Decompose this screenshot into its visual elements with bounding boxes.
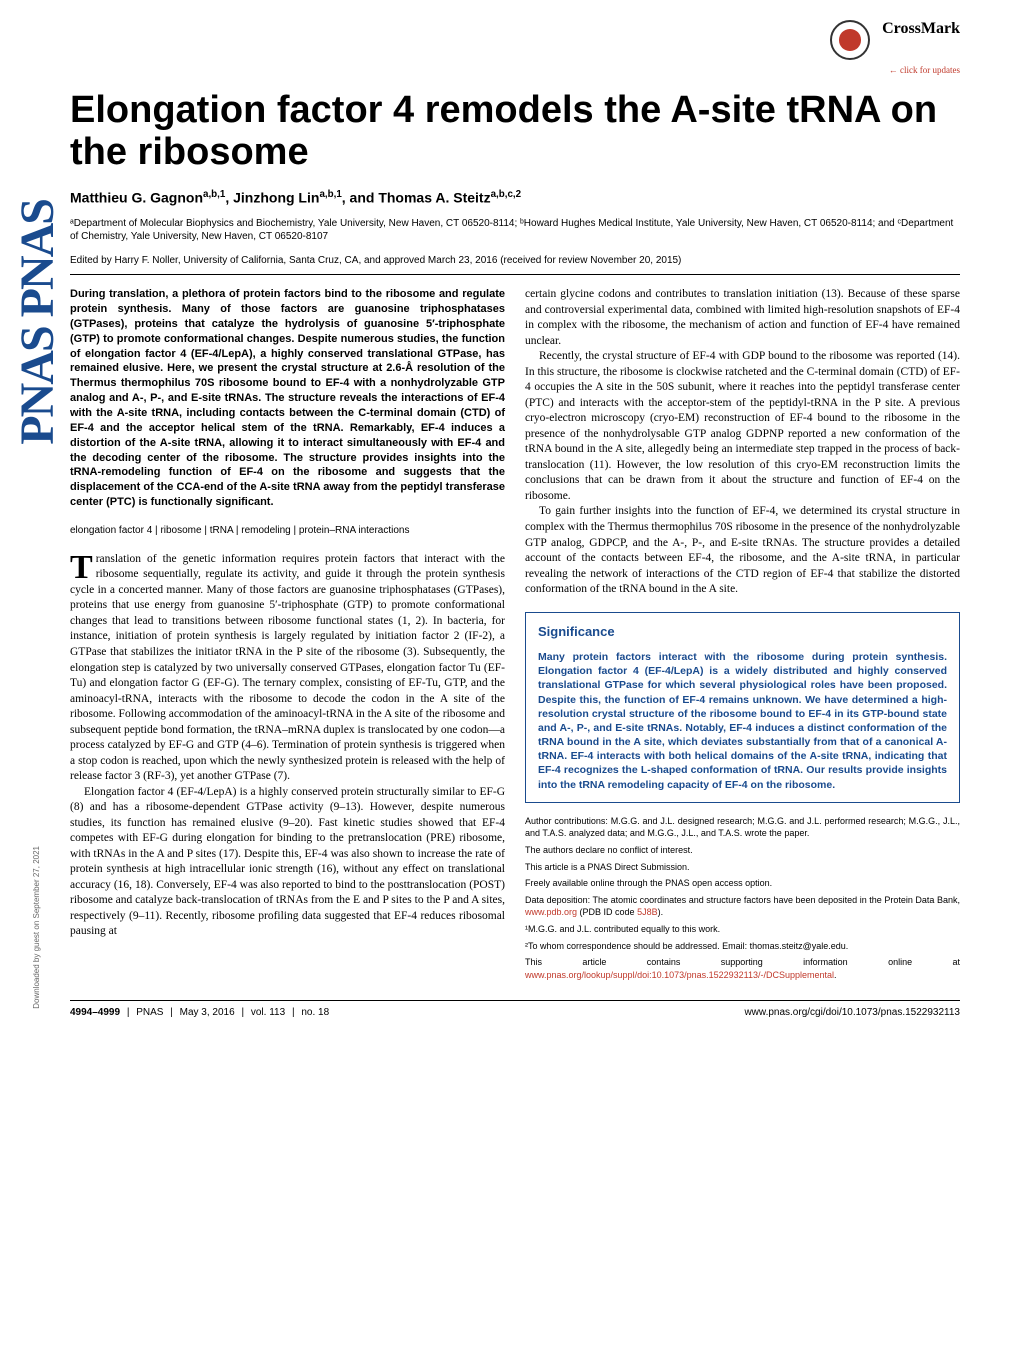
footer-date: May 3, 2016 [180, 1007, 235, 1018]
footnote-conflict: The authors declare no conflict of inter… [525, 844, 960, 857]
footnote-submission: This article is a PNAS Direct Submission… [525, 861, 960, 874]
article-title: Elongation factor 4 remodels the A-site … [70, 90, 960, 174]
footnote-equal: ¹M.G.G. and J.L. contributed equally to … [525, 923, 960, 936]
body-paragraph-5: To gain further insights into the functi… [525, 504, 960, 597]
body-paragraph-3: certain glycine codons and contributes t… [525, 287, 960, 349]
keyword-item: elongation factor 4 [70, 525, 160, 536]
footnote-contributions: Author contributions: M.G.G. and J.L. de… [525, 815, 960, 840]
keyword-item: tRNA [210, 525, 242, 536]
crossmark-icon [830, 20, 870, 60]
article-authors: Matthieu G. Gagnona,b,1, Jinzhong Lina,b… [70, 189, 960, 206]
keyword-item: remodeling [241, 525, 299, 536]
pnas-vertical-logo: PNAS PNAS [10, 200, 65, 445]
footer-journal: PNAS [136, 1007, 163, 1018]
footer-issue: no. 18 [301, 1007, 329, 1018]
pdb-code-link[interactable]: 5J8B [637, 907, 658, 917]
keyword-item: protein–RNA interactions [299, 525, 410, 536]
footer-doi[interactable]: www.pnas.org/cgi/doi/10.1073/pnas.152293… [744, 1007, 960, 1018]
left-column: During translation, a plethora of protei… [70, 287, 505, 985]
right-column: certain glycine codons and contributes t… [525, 287, 960, 985]
keyword-item: ribosome [160, 525, 209, 536]
pdb-link[interactable]: www.pdb.org [525, 907, 577, 917]
keywords-list: elongation factor 4ribosometRNAremodelin… [70, 524, 505, 538]
footer-pages: 4994–4999 [70, 1007, 120, 1018]
body-paragraph-1: Translation of the genetic information r… [70, 552, 505, 785]
page-footer: 4994–4999 | PNAS | May 3, 2016 | vol. 11… [70, 1000, 960, 1018]
significance-box: Significance Many protein factors intera… [525, 612, 960, 803]
dropcap-letter: T [70, 552, 96, 583]
footer-left: 4994–4999 | PNAS | May 3, 2016 | vol. 11… [70, 1007, 333, 1018]
edited-by-line: Edited by Harry F. Noller, University of… [70, 255, 960, 275]
footer-volume: vol. 113 [251, 1007, 285, 1018]
crossmark-badge[interactable]: CrossMark ← click for updates [830, 20, 960, 75]
footnote-deposition: Data deposition: The atomic coordinates … [525, 894, 960, 919]
footnote-correspondence: ²To whom correspondence should be addres… [525, 940, 960, 953]
article-columns: During translation, a plethora of protei… [70, 287, 960, 985]
crossmark-label: CrossMark [882, 20, 960, 37]
footnotes-block: Author contributions: M.G.G. and J.L. de… [525, 815, 960, 982]
crossmark-subtitle: ← click for updates [830, 65, 960, 75]
footnote-openaccess: Freely available online through the PNAS… [525, 877, 960, 890]
footnote-supporting: This article contains supporting informa… [525, 956, 960, 981]
article-affiliations: ᵃDepartment of Molecular Biophysics and … [70, 217, 960, 243]
body-paragraph-4: Recently, the crystal structure of EF-4 … [525, 349, 960, 504]
significance-title: Significance [538, 623, 947, 641]
abstract-text: During translation, a plethora of protei… [70, 287, 505, 510]
download-timestamp: Downloaded by guest on September 27, 202… [32, 846, 41, 1009]
supporting-link[interactable]: www.pnas.org/lookup/suppl/doi:10.1073/pn… [525, 970, 834, 980]
significance-body: Many protein factors interact with the r… [538, 650, 947, 792]
body-paragraph-2: Elongation factor 4 (EF-4/LepA) is a hig… [70, 785, 505, 940]
